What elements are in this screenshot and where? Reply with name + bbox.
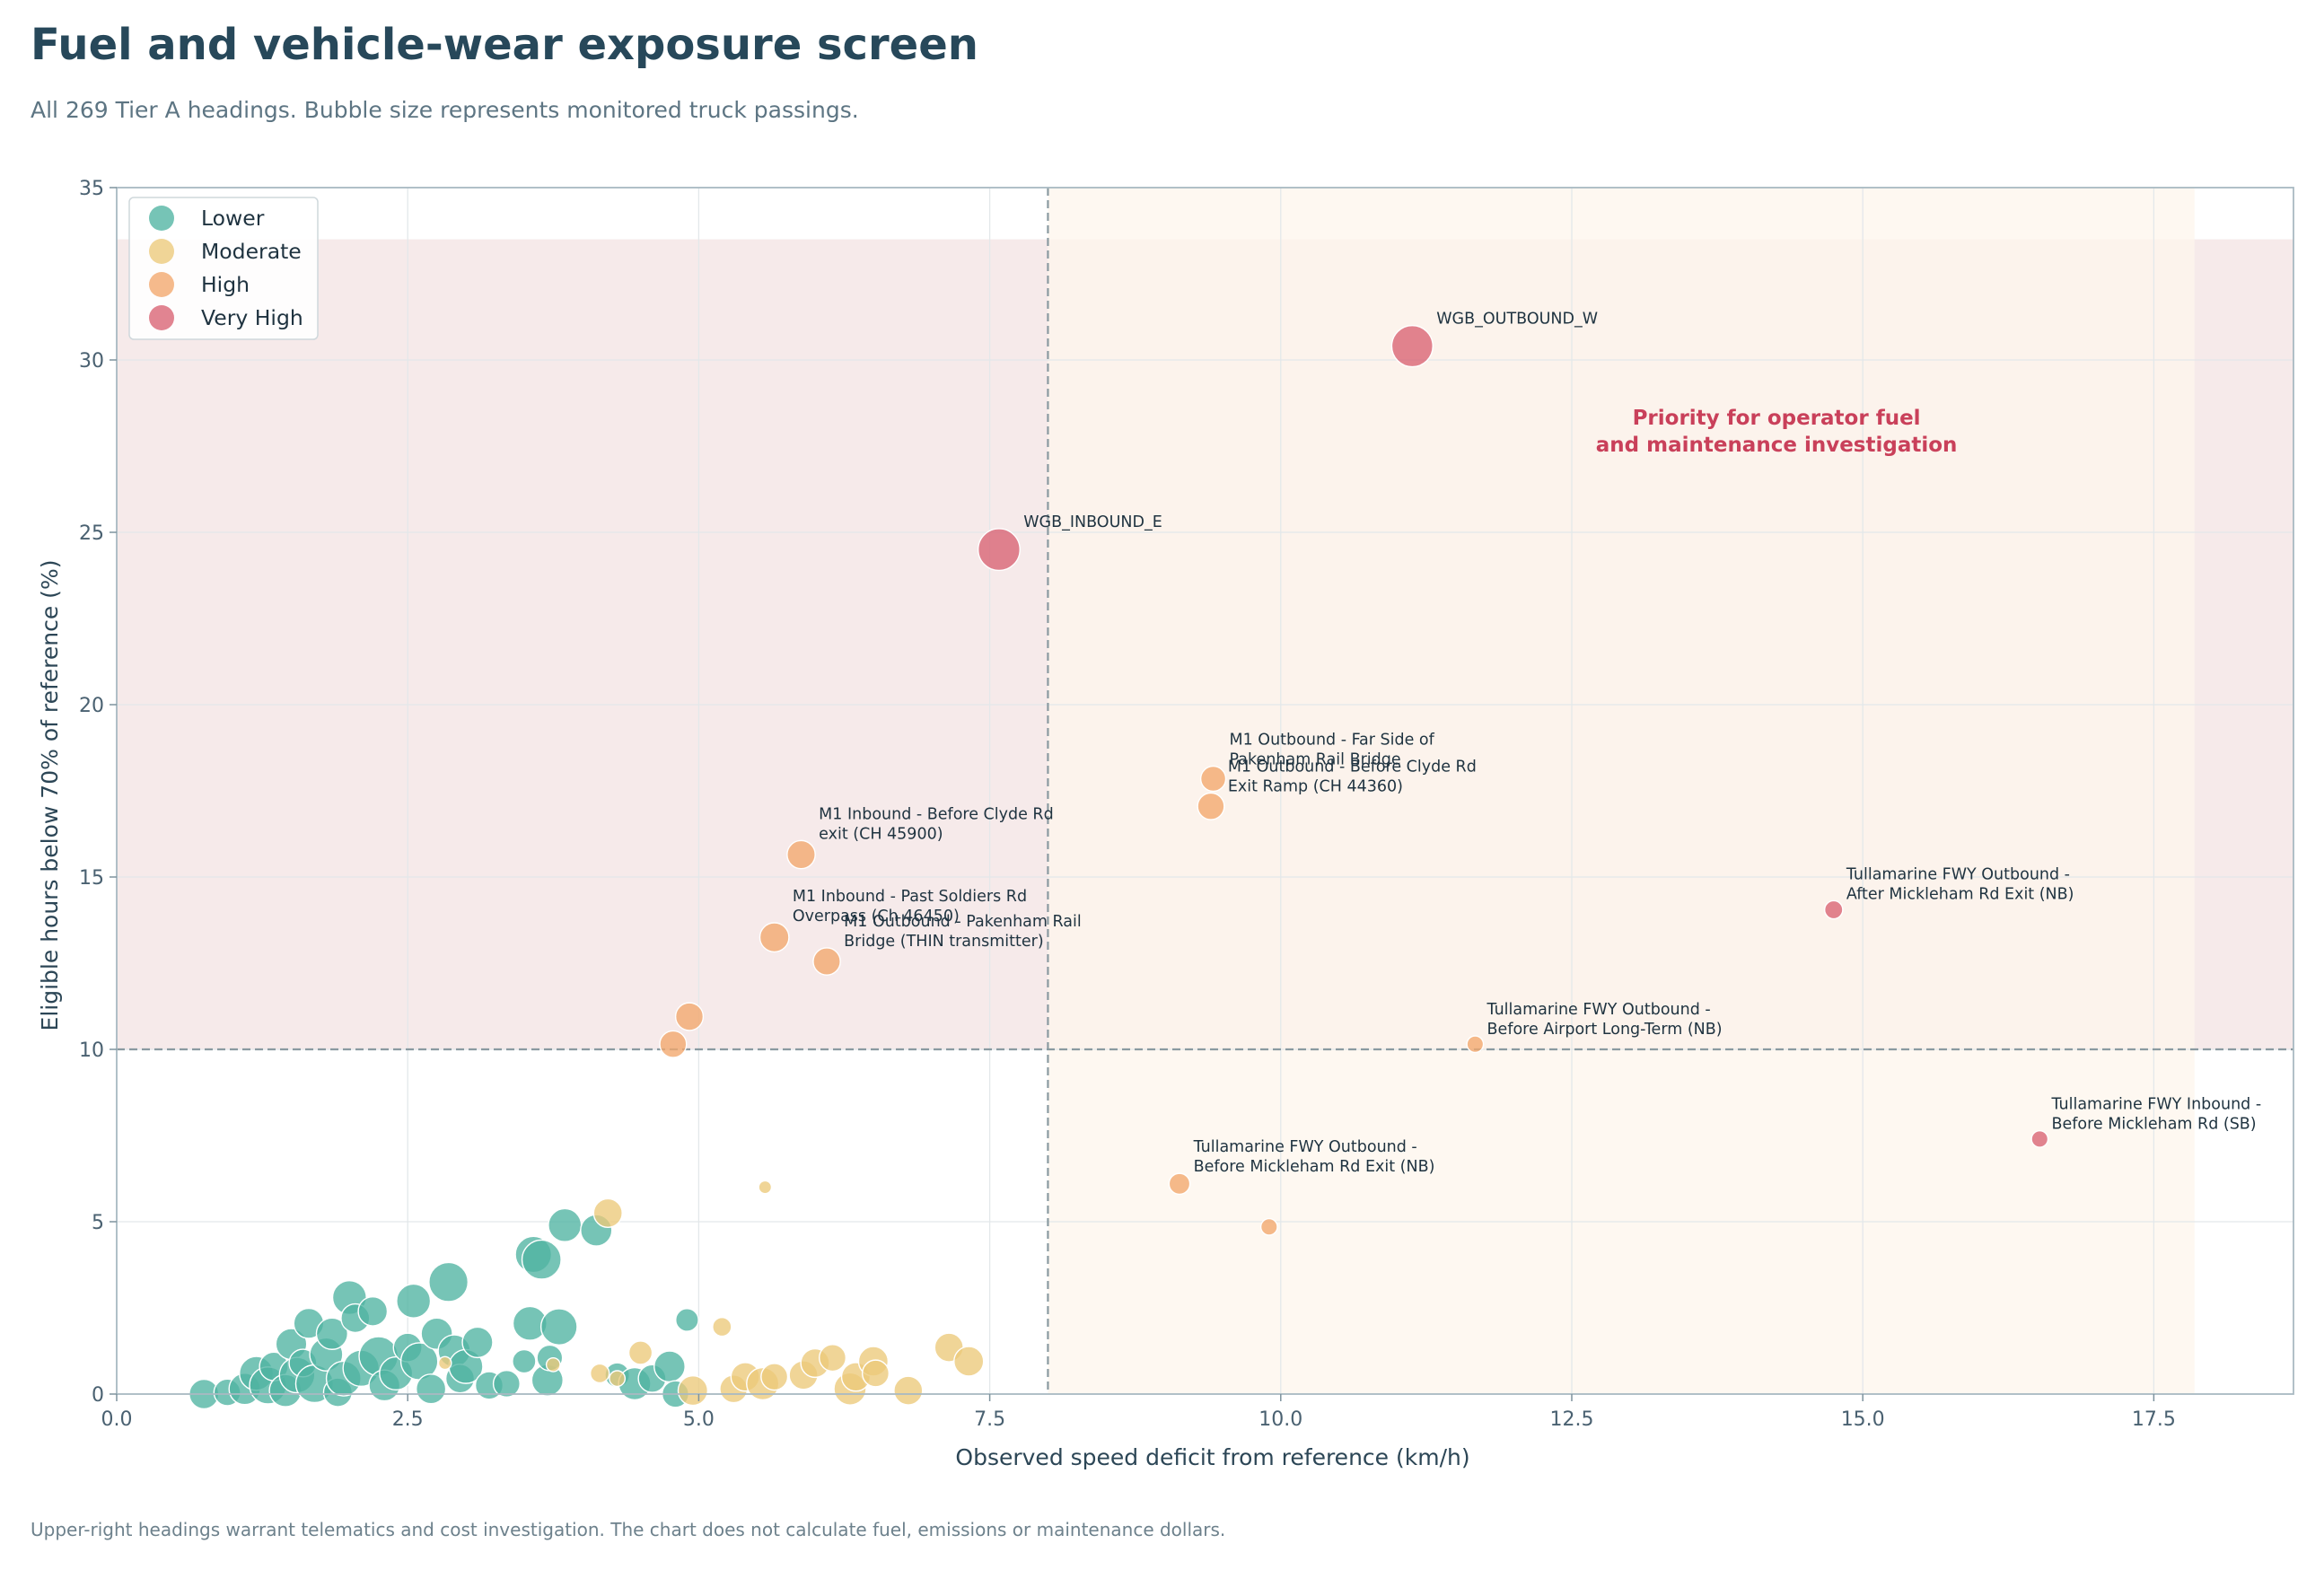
data-point-moderate bbox=[437, 1355, 452, 1371]
x-tick-label: 12.5 bbox=[1549, 1408, 1593, 1431]
data-point-lower bbox=[492, 1369, 521, 1399]
y-tick-label: 20 bbox=[79, 695, 104, 717]
data-point-moderate bbox=[758, 1180, 773, 1195]
x-tick-label: 7.5 bbox=[974, 1408, 1005, 1431]
legend: Lower Moderate High Very High bbox=[128, 197, 319, 340]
legend-swatch-very-high bbox=[149, 305, 174, 330]
point-label: WGB_INBOUND_E bbox=[1023, 513, 1162, 531]
y-tick-label: 5 bbox=[92, 1212, 104, 1234]
y-tick-label: 25 bbox=[79, 522, 104, 545]
data-point-very-high bbox=[1390, 325, 1434, 368]
point-label: Tullamarine FWY Outbound -Before Airport… bbox=[1486, 1001, 1723, 1039]
legend-box bbox=[128, 197, 319, 340]
data-point-moderate bbox=[818, 1344, 847, 1373]
data-point-high bbox=[1168, 1172, 1191, 1196]
legend-label-high: High bbox=[201, 272, 250, 297]
data-point-moderate bbox=[609, 1370, 627, 1388]
data-point-lower bbox=[539, 1308, 578, 1346]
data-point-very-high bbox=[2030, 1129, 2049, 1148]
priority-bands bbox=[117, 188, 2293, 1394]
page-title: Fuel and vehicle-wear exposure screen bbox=[31, 20, 978, 70]
legend-label-moderate: Moderate bbox=[201, 239, 302, 264]
legend-label-very-high: Very High bbox=[201, 305, 303, 330]
data-point-high bbox=[1466, 1035, 1485, 1054]
data-point-high bbox=[759, 922, 790, 953]
x-tick-label: 0.0 bbox=[101, 1408, 133, 1431]
data-point-lower bbox=[396, 1283, 432, 1319]
page-subtitle: All 269 Tier A headings. Bubble size rep… bbox=[31, 97, 859, 123]
data-point-lower bbox=[461, 1326, 494, 1359]
x-tick-label: 15.0 bbox=[1841, 1408, 1885, 1431]
point-label: Tullamarine FWY Inbound -Before Mickleha… bbox=[2050, 1096, 2261, 1134]
legend-swatch-moderate bbox=[149, 239, 174, 264]
data-point-high bbox=[786, 839, 816, 870]
point-label: M1 Outbound - Pakenham Rail Bridge (THIN … bbox=[844, 913, 1082, 951]
data-points bbox=[189, 325, 2049, 1410]
data-point-moderate bbox=[861, 1359, 890, 1388]
data-point-lower bbox=[675, 1308, 699, 1332]
x-tick-label: 5.0 bbox=[683, 1408, 715, 1431]
point-label: M1 Outbound - Far Side of Pakenham Rail B… bbox=[1230, 732, 1435, 769]
data-point-lower bbox=[548, 1207, 583, 1242]
data-point-moderate bbox=[712, 1316, 732, 1338]
data-point-lower bbox=[653, 1350, 686, 1383]
data-point-high bbox=[674, 1002, 705, 1031]
point-label: M1 Outbound - Before Clyde Rd Exit Ramp (… bbox=[1228, 758, 1477, 795]
priority-annotation: Priority for operator fuel and maintenanc… bbox=[1596, 407, 1958, 457]
data-point-high bbox=[812, 947, 841, 976]
legend-swatch-lower bbox=[149, 206, 174, 231]
data-point-lower bbox=[512, 1348, 537, 1374]
data-point-high bbox=[1259, 1217, 1278, 1236]
y-tick-label: 35 bbox=[79, 178, 104, 200]
data-point-lower bbox=[428, 1261, 469, 1302]
data-point-moderate bbox=[953, 1346, 985, 1377]
threshold-lines bbox=[117, 188, 2293, 1394]
data-point-lower bbox=[357, 1295, 389, 1327]
band-high-deficit bbox=[1048, 188, 2195, 1394]
footnote: Upper-right headings warrant telematics … bbox=[31, 1519, 1226, 1540]
point-label: Tullamarine FWY Outbound -After Mickleha… bbox=[1846, 865, 2074, 903]
point-label: Tullamarine FWY Outbound -Before Mickleh… bbox=[1193, 1138, 1435, 1176]
annotation-line: and maintenance investigation bbox=[1596, 434, 1958, 457]
data-point-moderate bbox=[677, 1375, 709, 1407]
data-point-lower bbox=[315, 1317, 349, 1350]
data-point-lower bbox=[521, 1239, 562, 1280]
data-point-lower bbox=[415, 1373, 447, 1405]
y-axis-title: Eligible hours below 70% of reference (%… bbox=[37, 560, 63, 1031]
x-axis-ticks: 0.0 2.5 5.0 7.5 10.0 12.5 15.0 17.5 bbox=[101, 1394, 2176, 1431]
point-label: M1 Inbound - Past Soldiers Rd Overpass (C… bbox=[793, 888, 1027, 925]
point-labels: M1 Outbound - Far Side of Pakenham Rail B… bbox=[793, 311, 2261, 1176]
point-label: WGB_OUTBOUND_W bbox=[1436, 311, 1598, 329]
x-tick-label: 10.0 bbox=[1258, 1408, 1302, 1431]
y-tick-label: 10 bbox=[79, 1039, 104, 1062]
x-tick-label: 2.5 bbox=[392, 1408, 424, 1431]
y-tick-label: 0 bbox=[92, 1384, 104, 1407]
legend-swatch-high bbox=[149, 272, 174, 297]
data-point-moderate bbox=[592, 1197, 623, 1229]
annotation-line: Priority for operator fuel bbox=[1633, 407, 1921, 430]
data-point-very-high bbox=[1823, 899, 1844, 920]
y-tick-label: 15 bbox=[79, 867, 104, 890]
data-point-moderate bbox=[589, 1363, 610, 1384]
plot-border bbox=[116, 187, 2294, 1395]
legend-label-lower: Lower bbox=[201, 206, 265, 231]
data-point-moderate bbox=[545, 1356, 561, 1373]
data-point-moderate bbox=[893, 1375, 924, 1406]
x-axis-title: Observed speed deficit from reference (k… bbox=[955, 1444, 1469, 1470]
x-tick-label: 17.5 bbox=[2132, 1408, 2176, 1431]
data-point-high bbox=[1199, 765, 1227, 793]
y-axis-ticks: 0 5 10 15 20 25 30 35 bbox=[79, 178, 117, 1407]
plot-frame bbox=[116, 187, 2294, 1395]
point-label: M1 Inbound - Before Clyde Rd exit (CH 459… bbox=[819, 805, 1054, 843]
y-tick-label: 30 bbox=[79, 350, 104, 373]
data-point-very-high bbox=[977, 528, 1021, 572]
data-point-high bbox=[659, 1030, 688, 1058]
data-point-high bbox=[1197, 792, 1225, 820]
data-point-moderate bbox=[760, 1363, 789, 1391]
data-point-moderate bbox=[627, 1340, 653, 1365]
